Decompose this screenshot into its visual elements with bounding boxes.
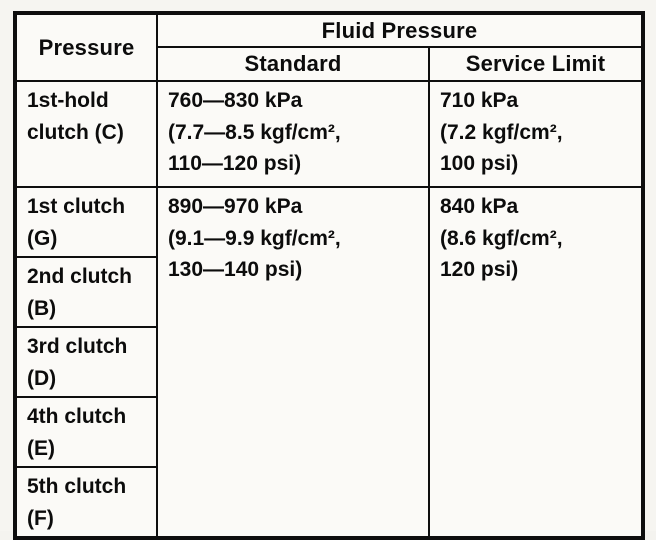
service-limit-value-1st-hold-clutch: 710 kPa (7.2 kgf/cm², 100 psi) (428, 80, 644, 188)
row-label-1st-hold-clutch: 1st-hold clutch (C) (14, 80, 158, 188)
standard-column-header: Standard (156, 46, 430, 82)
standard-value-clutch-group: 890—970 kPa (9.1—9.9 kgf/cm², 130—140 ps… (156, 186, 430, 539)
table-row: 1st-hold clutch (C) 760—830 kPa (7.7—8.5… (14, 80, 644, 188)
row-label-1st-clutch: 1st clutch (G) (14, 186, 158, 258)
subheader-row: Standard Service Limit (15, 46, 644, 82)
standard-value-1st-hold-clutch: 760—830 kPa (7.7—8.5 kgf/cm², 110—120 ps… (156, 80, 430, 188)
service-limit-value-clutch-group: 840 kPa (8.6 kgf/cm², 120 psi) (428, 186, 644, 539)
pressure-column-header: Pressure (14, 12, 158, 82)
row-label-3rd-clutch: 3rd clutch (D) (14, 326, 158, 398)
fluid-pressure-group-header: Fluid Pressure (156, 12, 644, 48)
fluid-pressure-spec-table: Pressure Fluid Pressure Standard Service… (13, 11, 645, 540)
service-limit-column-header: Service Limit (428, 46, 644, 82)
row-label-2nd-clutch: 2nd clutch (B) (14, 256, 158, 328)
row-label-5th-clutch: 5th clutch (F) (14, 466, 158, 539)
row-label-4th-clutch: 4th clutch (E) (14, 396, 158, 468)
table-row: 4th clutch (E) (14, 396, 643, 468)
table-row: 5th clutch (F) (14, 466, 643, 539)
table-row: 1st clutch (G) 890—970 kPa (9.1—9.9 kgf/… (14, 186, 644, 539)
table-row: 3rd clutch (D) (14, 326, 643, 398)
header-row: Pressure Fluid Pressure (14, 12, 644, 82)
table-row: 2nd clutch (B) (14, 256, 643, 328)
